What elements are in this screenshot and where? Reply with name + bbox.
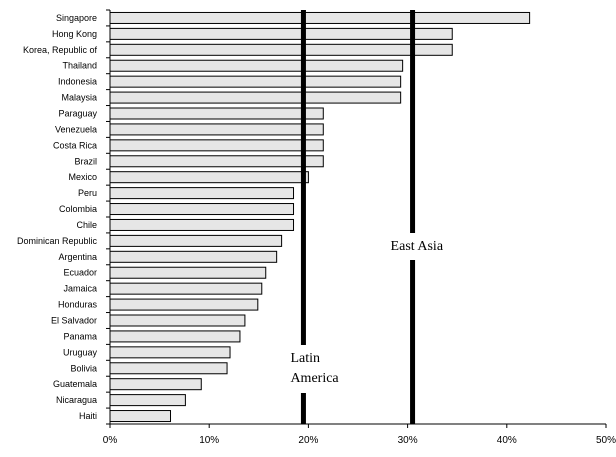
category-label: Argentina — [58, 252, 97, 262]
category-label: Colombia — [59, 204, 97, 214]
bar-chile — [109, 218, 295, 231]
category-label: Guatemala — [53, 379, 97, 389]
category-label: Ecuador — [63, 268, 97, 278]
bar-hong-kong — [109, 27, 453, 40]
bar-thailand — [109, 59, 404, 72]
category-label: Haiti — [79, 411, 97, 421]
bar-singapore — [109, 11, 531, 24]
x-tick-label: 50% — [596, 435, 616, 446]
category-label: Venezuela — [55, 124, 97, 134]
bar-dominican-republic — [109, 234, 283, 247]
bar-brazil — [109, 155, 324, 168]
axes-layer: Singapore Hong Kong Korea, Republic of Thai… — [17, 9, 616, 446]
bar-panama — [109, 330, 241, 343]
reference-lines-layer: Latin America East Asia — [290, 10, 444, 424]
bar-honduras — [109, 298, 259, 311]
category-label: Costa Rica — [53, 140, 97, 150]
category-label: Uruguay — [63, 347, 98, 357]
category-label: Korea, Republic of — [23, 45, 98, 55]
category-label: Thailand — [62, 61, 97, 71]
category-label: Nicaragua — [56, 395, 97, 405]
bar-bolivia — [109, 362, 228, 375]
bar-uruguay — [109, 346, 231, 359]
bar-el-salvador — [109, 314, 246, 327]
category-label: Panama — [63, 331, 97, 341]
category-label: Mexico — [68, 172, 97, 182]
bar-ecuador — [109, 266, 267, 279]
category-label: Chile — [76, 220, 97, 230]
category-label: Hong Kong — [52, 29, 97, 39]
bar-colombia — [109, 203, 295, 216]
category-label: El Salvador — [51, 316, 97, 326]
category-label: Brazil — [74, 156, 97, 166]
category-label: Paraguay — [58, 109, 97, 119]
category-label: Jamaica — [63, 284, 97, 294]
bar-costa-rica — [109, 139, 324, 152]
bar-mexico — [109, 171, 309, 184]
category-label: Singapore — [56, 13, 97, 23]
bar-venezuela — [109, 123, 324, 136]
bar-guatemala — [109, 378, 202, 391]
bars-layer — [109, 11, 531, 423]
category-label: Honduras — [58, 300, 98, 310]
category-label: Bolivia — [70, 363, 97, 373]
category-label: Dominican Republic — [17, 236, 98, 246]
x-tick-label: 10% — [199, 435, 219, 446]
x-tick-label: 20% — [298, 435, 318, 446]
bar-malaysia — [109, 91, 402, 104]
category-label: Peru — [78, 188, 97, 198]
x-tick-label: 0% — [103, 435, 118, 446]
reference-line-label: East Asia — [391, 239, 444, 254]
bar-argentina — [109, 250, 278, 263]
bar-nicaragua — [109, 394, 186, 407]
reference-line-label: Latin — [290, 351, 320, 366]
bar-paraguay — [109, 107, 324, 120]
bar-korea-republic-of — [109, 43, 453, 56]
reference-line-label: America — [290, 371, 339, 386]
bar-jamaica — [109, 282, 263, 295]
category-label: Indonesia — [58, 77, 97, 87]
category-label: Malaysia — [61, 93, 97, 103]
x-tick-label: 30% — [398, 435, 418, 446]
bar-haiti — [109, 410, 172, 423]
x-tick-label: 40% — [497, 435, 517, 446]
bar-indonesia — [109, 75, 402, 88]
bar-peru — [109, 187, 295, 200]
